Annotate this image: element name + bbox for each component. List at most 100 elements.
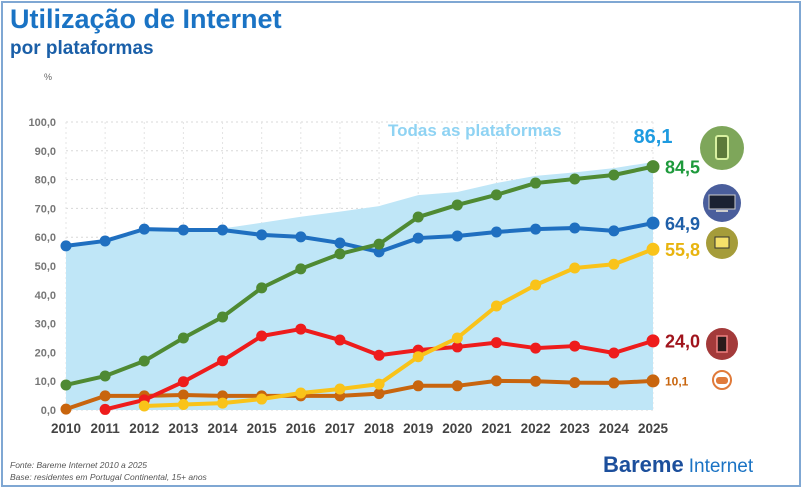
data-point	[490, 337, 502, 349]
x-tick-label: 2013	[168, 421, 199, 436]
data-point	[569, 262, 581, 274]
data-point	[451, 341, 463, 353]
x-tick-label: 2018	[364, 421, 395, 436]
data-point	[373, 238, 385, 250]
data-point	[530, 223, 542, 235]
data-point	[295, 323, 307, 335]
data-point	[217, 224, 229, 236]
data-point	[334, 383, 346, 395]
x-tick-label: 2011	[90, 421, 120, 436]
data-point	[99, 403, 111, 415]
y-tick-label: 100,0	[28, 117, 56, 129]
series-line-smartphone	[65, 164, 654, 387]
data-point	[569, 222, 581, 234]
data-point	[295, 263, 307, 275]
data-point	[217, 397, 229, 409]
data-point	[490, 226, 502, 238]
data-point	[295, 387, 307, 399]
x-tick-label: 2016	[286, 421, 317, 436]
data-point	[646, 160, 660, 174]
data-point	[608, 169, 620, 181]
tablet-icon-glyph	[716, 335, 728, 353]
y-tick-label: 30,0	[35, 319, 56, 331]
data-point	[646, 334, 660, 348]
computer-icon-glyph	[708, 194, 736, 210]
series-line-game-console	[65, 378, 654, 412]
y-tick-label: 50,0	[35, 261, 56, 273]
data-point	[60, 240, 72, 252]
data-point	[373, 388, 385, 400]
end-value-label: 55,8	[665, 240, 700, 260]
data-point	[334, 237, 346, 249]
smart-tv-icon-glyph	[714, 236, 730, 249]
series-line-smart-tv	[144, 247, 654, 408]
data-point	[530, 342, 542, 354]
data-point	[569, 340, 581, 352]
data-point	[177, 376, 189, 388]
area-label: Todas as plataformas	[388, 121, 562, 140]
data-point	[608, 225, 620, 237]
data-point	[60, 403, 72, 415]
y-tick-label: 20,0	[35, 347, 56, 359]
data-point	[256, 393, 268, 405]
data-point	[608, 377, 620, 389]
end-value-label: 24,0	[665, 332, 700, 352]
chart-subtitle: por plataformas	[10, 38, 154, 59]
data-point	[490, 300, 502, 312]
y-tick-label: 90,0	[35, 146, 56, 158]
data-point	[490, 375, 502, 387]
data-point	[99, 235, 111, 247]
x-tick-label: 2025	[638, 421, 669, 436]
data-point	[138, 355, 150, 367]
computer-icon-stand	[716, 210, 728, 212]
data-point	[412, 232, 424, 244]
data-point	[217, 355, 229, 367]
data-point	[530, 375, 542, 387]
data-point	[530, 177, 542, 189]
x-tick-label: 2023	[560, 421, 591, 436]
data-point	[217, 311, 229, 323]
data-point	[177, 389, 189, 401]
data-point	[373, 378, 385, 390]
data-point	[256, 282, 268, 294]
data-point	[451, 380, 463, 392]
data-point	[177, 332, 189, 344]
y-tick-label: 80,0	[35, 175, 56, 187]
data-point	[530, 279, 542, 291]
end-value-label: 10,1	[665, 374, 689, 388]
y-axis-unit: %	[44, 72, 53, 82]
end-value-label: 84,5	[665, 157, 700, 177]
data-point	[451, 230, 463, 242]
data-point	[646, 374, 660, 388]
data-point	[646, 242, 660, 256]
data-point	[256, 330, 268, 342]
data-point	[412, 351, 424, 363]
y-tick-label: 10,0	[35, 376, 56, 388]
x-tick-label: 2010	[51, 421, 81, 436]
x-tick-label: 2020	[442, 421, 472, 436]
x-tick-label: 2012	[129, 421, 159, 436]
data-point	[569, 173, 581, 185]
data-point	[451, 199, 463, 211]
x-tick-label: 2015	[247, 421, 278, 436]
data-point	[256, 229, 268, 241]
x-tick-label: 2019	[403, 421, 433, 436]
y-tick-label: 70,0	[35, 203, 56, 215]
area-todas-as-plataformas	[66, 162, 653, 410]
x-tick-label: 2022	[521, 421, 551, 436]
data-point	[412, 211, 424, 223]
base-note: Base: residentes em Portugal Continental…	[10, 472, 207, 482]
data-point	[569, 377, 581, 389]
data-point	[138, 223, 150, 235]
data-point	[99, 390, 111, 402]
data-point	[334, 334, 346, 346]
data-point	[646, 216, 660, 230]
data-point	[138, 400, 150, 412]
data-point	[373, 246, 385, 258]
data-point	[177, 399, 189, 411]
data-point	[490, 189, 502, 201]
x-tick-label: 2014	[208, 421, 239, 436]
chart-title: Utilização de Internet	[10, 4, 282, 34]
